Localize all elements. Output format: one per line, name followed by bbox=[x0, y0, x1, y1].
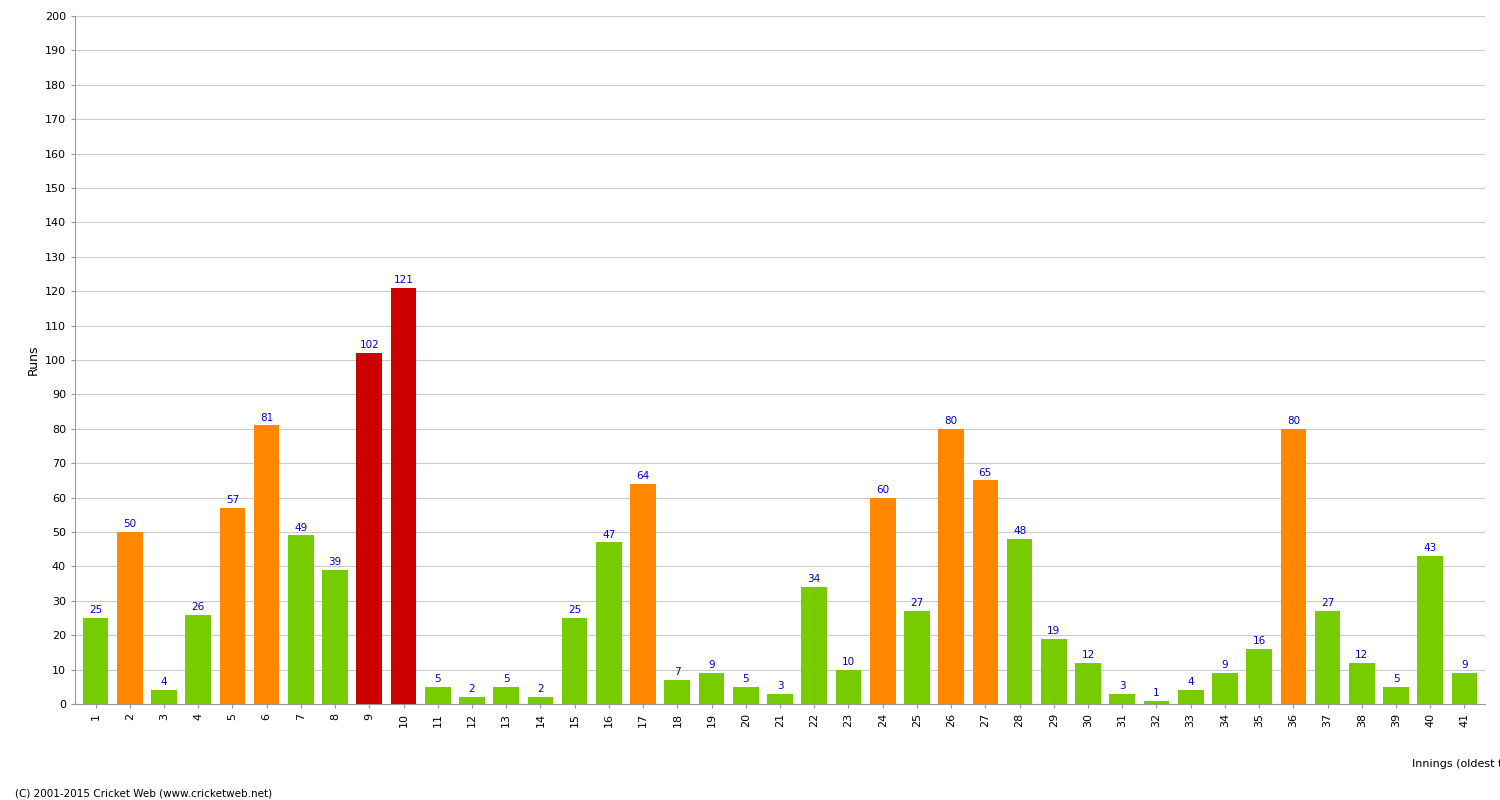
Text: 81: 81 bbox=[260, 413, 273, 422]
Text: 5: 5 bbox=[742, 674, 748, 684]
Bar bbox=[288, 535, 314, 704]
Text: 80: 80 bbox=[945, 416, 957, 426]
Bar bbox=[1076, 662, 1101, 704]
Text: 64: 64 bbox=[636, 471, 650, 481]
Bar bbox=[1281, 429, 1306, 704]
Text: 19: 19 bbox=[1047, 626, 1060, 636]
Text: 10: 10 bbox=[842, 657, 855, 667]
Text: (C) 2001-2015 Cricket Web (www.cricketweb.net): (C) 2001-2015 Cricket Web (www.cricketwe… bbox=[15, 788, 272, 798]
Bar bbox=[357, 353, 382, 704]
Bar bbox=[424, 686, 450, 704]
Text: 49: 49 bbox=[294, 522, 307, 533]
Bar bbox=[186, 614, 211, 704]
Text: 9: 9 bbox=[1461, 660, 1468, 670]
Bar bbox=[972, 480, 998, 704]
Bar bbox=[1110, 694, 1136, 704]
Text: 27: 27 bbox=[1322, 598, 1334, 608]
Text: 50: 50 bbox=[123, 519, 136, 530]
Text: 47: 47 bbox=[603, 530, 615, 539]
Bar bbox=[494, 686, 519, 704]
Text: 25: 25 bbox=[88, 606, 102, 615]
Bar bbox=[219, 508, 246, 704]
Bar bbox=[766, 694, 794, 704]
Bar bbox=[801, 587, 826, 704]
Bar bbox=[664, 680, 690, 704]
Bar bbox=[390, 288, 417, 704]
Text: 43: 43 bbox=[1424, 543, 1437, 554]
Bar bbox=[734, 686, 759, 704]
Bar bbox=[836, 670, 861, 704]
Text: 57: 57 bbox=[226, 495, 238, 505]
Text: 2: 2 bbox=[537, 684, 543, 694]
Bar bbox=[254, 426, 279, 704]
Bar bbox=[1212, 673, 1237, 704]
Bar bbox=[939, 429, 964, 704]
Text: 27: 27 bbox=[910, 598, 924, 608]
Text: 121: 121 bbox=[393, 275, 414, 285]
Text: 3: 3 bbox=[777, 681, 783, 691]
Text: 9: 9 bbox=[708, 660, 716, 670]
Bar bbox=[1041, 638, 1066, 704]
Bar bbox=[459, 697, 484, 704]
Text: 102: 102 bbox=[360, 340, 380, 350]
Text: 5: 5 bbox=[1392, 674, 1400, 684]
Bar bbox=[1418, 556, 1443, 704]
Bar bbox=[1314, 611, 1341, 704]
Bar bbox=[562, 618, 588, 704]
Bar bbox=[870, 498, 895, 704]
Text: 4: 4 bbox=[160, 678, 168, 687]
Bar bbox=[699, 673, 724, 704]
Bar bbox=[1178, 690, 1203, 704]
Bar bbox=[117, 532, 142, 704]
Text: 60: 60 bbox=[876, 485, 890, 495]
Text: 34: 34 bbox=[807, 574, 820, 584]
Bar bbox=[528, 697, 554, 704]
Text: 12: 12 bbox=[1082, 650, 1095, 660]
Text: 2: 2 bbox=[468, 684, 476, 694]
Bar bbox=[1383, 686, 1408, 704]
Bar bbox=[596, 542, 621, 704]
Bar bbox=[1348, 662, 1374, 704]
Text: 65: 65 bbox=[978, 468, 992, 478]
Text: 25: 25 bbox=[568, 606, 582, 615]
X-axis label: Innings (oldest to newest): Innings (oldest to newest) bbox=[1413, 759, 1500, 769]
Bar bbox=[1452, 673, 1478, 704]
Text: 26: 26 bbox=[192, 602, 206, 612]
Text: 12: 12 bbox=[1354, 650, 1368, 660]
Text: 5: 5 bbox=[503, 674, 510, 684]
Text: 80: 80 bbox=[1287, 416, 1300, 426]
Text: 5: 5 bbox=[435, 674, 441, 684]
Text: 7: 7 bbox=[674, 667, 681, 677]
Bar bbox=[152, 690, 177, 704]
Bar bbox=[1143, 701, 1170, 704]
Bar bbox=[1007, 539, 1032, 704]
Bar bbox=[82, 618, 108, 704]
Text: 9: 9 bbox=[1221, 660, 1228, 670]
Text: 39: 39 bbox=[328, 557, 342, 567]
Y-axis label: Runs: Runs bbox=[27, 345, 39, 375]
Bar bbox=[904, 611, 930, 704]
Bar bbox=[630, 484, 656, 704]
Text: 4: 4 bbox=[1188, 678, 1194, 687]
Bar bbox=[322, 570, 348, 704]
Text: 1: 1 bbox=[1154, 688, 1160, 698]
Bar bbox=[1246, 649, 1272, 704]
Text: 48: 48 bbox=[1013, 526, 1026, 536]
Text: 16: 16 bbox=[1252, 636, 1266, 646]
Text: 3: 3 bbox=[1119, 681, 1125, 691]
